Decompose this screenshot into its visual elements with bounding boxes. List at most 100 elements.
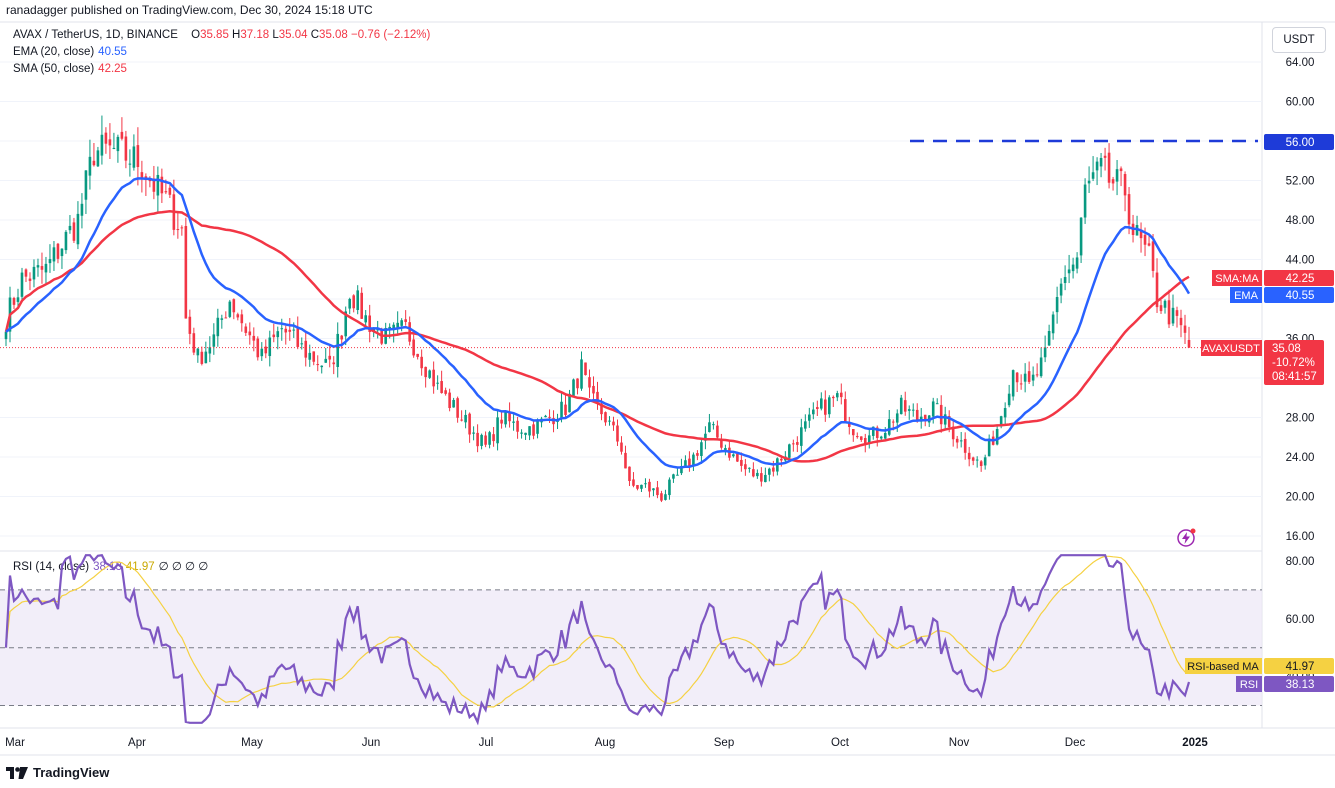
candle-body (588, 377, 591, 388)
candle-body (508, 411, 511, 422)
time-tick-label: Sep (714, 737, 734, 749)
candle-body (1155, 272, 1159, 308)
ema-value: 40.55 (98, 46, 127, 58)
candle-body (436, 382, 439, 384)
time-tick-label: Oct (831, 737, 850, 749)
candle-body (987, 438, 991, 457)
candle-body (212, 334, 216, 347)
candle-body (796, 442, 799, 445)
candle-body (943, 414, 947, 425)
candle-body (132, 146, 136, 168)
candle-body (1171, 307, 1175, 324)
open-label: O (191, 29, 201, 41)
candle-body (504, 410, 507, 425)
candle-body (1019, 383, 1023, 385)
candle-body (967, 452, 971, 460)
candle-body (624, 452, 627, 469)
candle-body (668, 479, 671, 496)
candle-body (528, 426, 531, 436)
candle-body (859, 436, 863, 440)
candle-body (404, 319, 407, 322)
ema-20-line (5, 177, 1191, 469)
candle-body (188, 316, 192, 334)
candle-body (328, 355, 332, 360)
candle-body (792, 443, 795, 445)
candle-body (1035, 374, 1039, 376)
candle-body (660, 493, 663, 501)
candle-body (448, 392, 451, 409)
footer-brand-label: TradingView (33, 765, 110, 780)
time-axis[interactable]: Mar Apr May Jun Jul Aug Sep Oct Nov Dec 2025 (5, 737, 1208, 749)
rsi-pane (0, 553, 1262, 726)
candle-body (1127, 194, 1131, 225)
candle-body (983, 457, 987, 466)
rsi-line (4, 553, 1191, 726)
candle-body (240, 314, 244, 324)
candle-body (360, 292, 363, 319)
candle-body (220, 318, 224, 320)
legend-sma-row[interactable]: SMA (50, close) 42.25 (13, 63, 127, 75)
currency-button[interactable]: USDT (1272, 27, 1326, 53)
candle-body (812, 409, 815, 415)
candle-body (971, 457, 975, 461)
candle-body (672, 474, 675, 479)
price-tag-value: 35.08 (1272, 343, 1301, 355)
candle-body (867, 435, 871, 443)
candle-body (680, 466, 683, 474)
candle-body (955, 438, 959, 443)
candle-body (628, 466, 631, 482)
price-tag: AVAXUSDT 35.08 -10.72% 08:41:57 (1201, 340, 1324, 385)
candles (4, 115, 1191, 503)
legend-symbol[interactable]: AVAX / TetherUS, 1D, BINANCE (13, 29, 178, 41)
open-value: 35.85 (200, 29, 229, 41)
candle-body (596, 391, 599, 403)
candle-body (28, 278, 32, 281)
time-tick-label: Jun (362, 737, 381, 749)
level-56-value: 56.00 (1286, 137, 1315, 149)
high-value: 37.18 (240, 29, 270, 41)
candle-body (60, 248, 64, 257)
candle-body (1011, 370, 1015, 397)
candle-body (652, 488, 655, 491)
candle-body (780, 458, 783, 461)
candle-body (200, 351, 204, 364)
candle-body (744, 464, 747, 470)
candle-body (608, 420, 611, 422)
candle-body (1067, 269, 1071, 274)
candle-body (1091, 172, 1095, 179)
candle-body (800, 427, 803, 446)
candle-body (472, 432, 475, 434)
candle-body (903, 400, 907, 412)
candle-body (312, 351, 316, 362)
lightning-icon[interactable] (1176, 528, 1196, 548)
footer-brand[interactable]: TradingView (6, 765, 109, 780)
price-tick-label: 16.00 (1286, 531, 1315, 543)
candle-body (572, 379, 575, 396)
candle-body (1103, 155, 1107, 158)
candle-body (1095, 161, 1099, 171)
price-tag-timer: 08:41:57 (1272, 371, 1317, 383)
candle-body (496, 417, 499, 444)
candle-body (959, 440, 963, 442)
legend-ema-row[interactable]: EMA (20, close) 40.55 (13, 46, 127, 58)
change-value: −0.76 (−2.12%) (351, 29, 431, 41)
candle-body (156, 174, 160, 196)
candle-body (963, 438, 967, 453)
candle-body (544, 415, 547, 418)
candle-body (336, 333, 340, 367)
tradingview-logo-icon (6, 766, 28, 779)
candle-body (260, 348, 264, 357)
candle-body (292, 329, 296, 331)
candle-body (1119, 168, 1123, 172)
candle-body (1055, 297, 1059, 313)
candle-body (16, 297, 20, 302)
candle-body (304, 340, 308, 358)
candle-body (344, 311, 348, 337)
candle-body (64, 231, 68, 251)
high-label: H (232, 29, 241, 41)
candle-body (124, 136, 128, 161)
candle-body (855, 436, 859, 438)
candle-body (1079, 217, 1083, 256)
time-tick-label: Apr (128, 737, 146, 749)
